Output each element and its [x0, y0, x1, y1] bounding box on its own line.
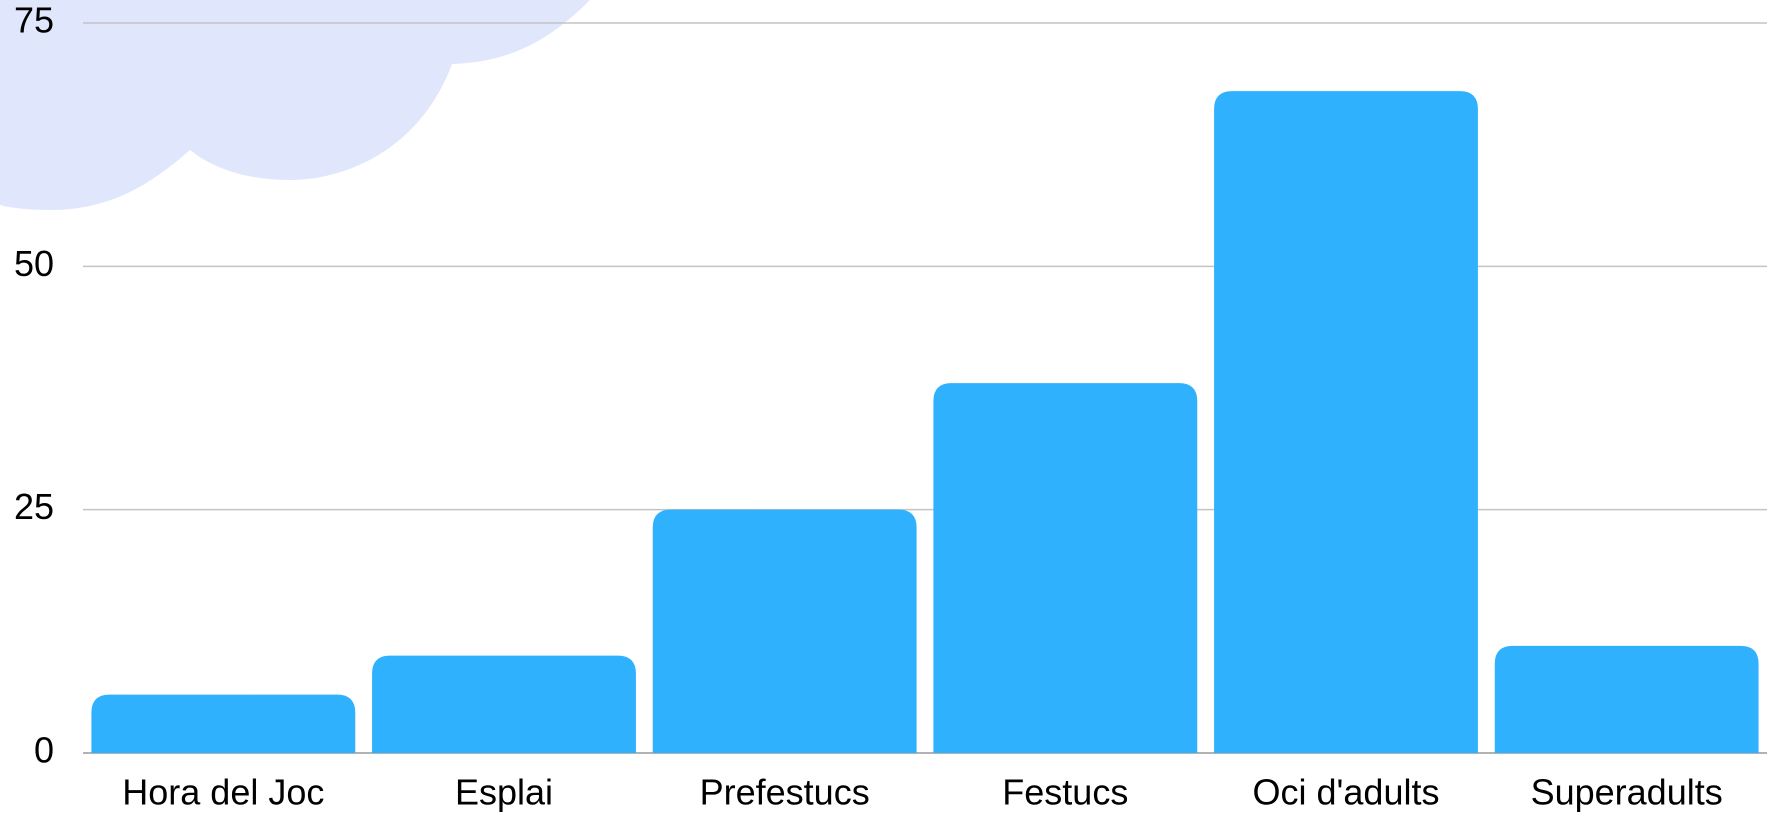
y-tick-label: 75 [14, 0, 54, 41]
x-tick-label: Prefestucs [700, 772, 870, 813]
x-tick-label: Hora del Joc [122, 772, 324, 813]
bar [652, 509, 917, 753]
bar [1494, 645, 1759, 753]
y-tick-label: 0 [34, 730, 54, 771]
x-tick-label: Superadults [1531, 772, 1723, 813]
bar [933, 383, 1198, 753]
bar [1214, 91, 1478, 754]
y-tick-label: 50 [14, 243, 54, 284]
cloud-decoration [0, 0, 590, 210]
bar [372, 655, 636, 753]
x-tick-label: Esplai [455, 772, 553, 813]
x-tick-label: Oci d'adults [1253, 772, 1440, 813]
y-tick-label: 25 [14, 486, 54, 527]
x-tick-label: Festucs [1002, 772, 1128, 813]
bar [91, 694, 356, 753]
